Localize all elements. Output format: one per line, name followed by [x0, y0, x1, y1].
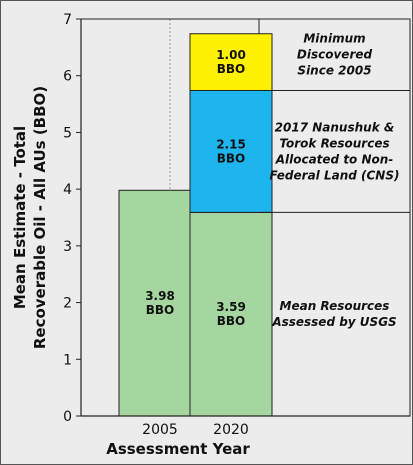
y-tick-label-3: 3	[63, 239, 72, 255]
bar-label-2005-0: 3.98 BBO	[145, 289, 175, 317]
y-tick-label-2: 2	[63, 296, 72, 312]
y-tick-label-1: 1	[63, 352, 72, 368]
x-tick-label-2020: 2020	[213, 422, 249, 438]
x-tick-label-2005: 2005	[142, 422, 178, 438]
bar-label-2020-2: 1.00 BBO	[216, 48, 246, 76]
bar-label-2020-1: 2.15 BBO	[216, 137, 246, 165]
y-tick-label-6: 6	[63, 69, 72, 85]
bar-2005-segment-0	[118, 189, 202, 417]
bar-label-2020-0: 3.59 BBO	[216, 300, 246, 328]
bar-2020-segment-2	[189, 33, 273, 91]
y-tick-label-5: 5	[63, 125, 72, 141]
y-tick-label-0: 0	[63, 409, 72, 425]
bar-2020-segment-1	[189, 89, 273, 213]
legend-entry-1: 2017 Nanushuk & Torok Resources Allocated …	[270, 120, 400, 182]
x-axis-title: Assessment Year	[106, 440, 250, 458]
y-axis-title-line-1: Recoverable Oil - All AUs (BBO)	[31, 86, 49, 349]
legend-entry-0: Minimum Discovered Since 2005	[297, 32, 373, 78]
y-axis-title-line-0: Mean Estimate - Total	[11, 126, 29, 309]
legend-entry-2: Mean Resources Assessed by USGS	[271, 299, 396, 329]
y-tick-label-7: 7	[63, 12, 72, 28]
y-tick-label-4: 4	[63, 182, 72, 198]
legend-panel	[258, 18, 411, 417]
